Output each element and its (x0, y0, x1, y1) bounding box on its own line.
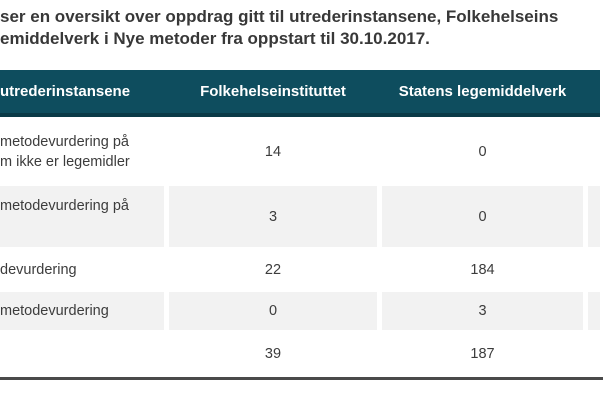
row-label-line-2: m ikke er legemidler (0, 153, 130, 170)
row-label-line-1: metodevurdering på (0, 133, 129, 150)
row-label-line-1: devurdering (0, 261, 77, 278)
cell-statens-legemiddelverk: 0 (478, 143, 487, 160)
cell-folkehelseinstituttet: 3 (169, 186, 377, 247)
table-total-row: 39 187 (0, 330, 600, 377)
cell-statens-legemiddelverk: 184 (470, 261, 495, 278)
table-bottom-rule (0, 377, 603, 380)
header-cell-folkehelseinstituttet: Folkehelseinstituttet (200, 83, 346, 100)
cell-folkehelseinstituttet: 14 (264, 143, 282, 160)
header-cell-utrederinstansene: utrederinstansene (0, 83, 131, 100)
row-label: metodevurdering (0, 292, 164, 330)
header-cell-statens-legemiddelverk: Statens legemiddelverk (398, 83, 567, 100)
row-label: devurdering (0, 247, 164, 292)
row-label: metodevurdering på m ikke er legemidler (0, 117, 164, 186)
row-label-line-1: metodevurdering (0, 303, 109, 319)
table-caption: ser en oversikt over oppdrag gitt til ut… (0, 6, 603, 50)
cell-statens-legemiddelverk: 0 (382, 186, 583, 247)
cell-folkehelseinstituttet: 22 (264, 261, 282, 278)
caption-line-2: emiddelverk i Nye metoder fra oppstart t… (0, 29, 430, 48)
cell-total-folkehelseinstituttet: 39 (264, 345, 282, 362)
row-label: metodevurdering på (0, 186, 164, 247)
table-row: devurdering 22 184 (0, 247, 600, 292)
table-row: metodevurdering på m ikke er legemidler … (0, 117, 600, 186)
caption-line-1: ser en oversikt over oppdrag gitt til ut… (0, 7, 559, 26)
cell-total-statens-legemiddelverk: 187 (470, 345, 495, 362)
cell-folkehelseinstituttet: 0 (169, 292, 377, 330)
row-label-line-1: metodevurdering på (0, 198, 129, 214)
table-row: metodevurdering 0 3 (0, 292, 600, 330)
cell-extra-column (588, 330, 600, 377)
table-header-row: utrederinstansene Folkehelseinstituttet … (0, 70, 600, 117)
cell-extra-column (588, 186, 600, 247)
cell-extra-column (588, 247, 600, 292)
cell-extra-column (588, 117, 600, 186)
table-row: metodevurdering på 3 0 (0, 186, 600, 247)
row-label (0, 330, 164, 377)
cell-extra-column (588, 292, 600, 330)
cell-statens-legemiddelverk: 3 (382, 292, 583, 330)
